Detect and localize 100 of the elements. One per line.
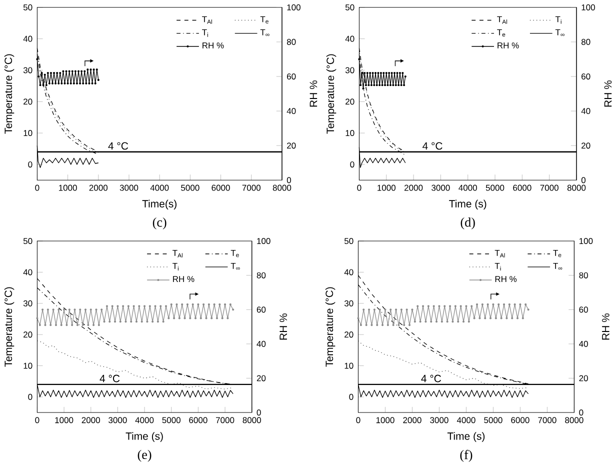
legend-label: T$_{∞}$ — [555, 29, 564, 36]
y2-tick-label: 40 — [286, 108, 296, 114]
x-tick-label: 4000 — [135, 417, 154, 424]
legend-label: T$_{∞}$ — [230, 262, 240, 270]
y-tick-label: 0 — [350, 161, 354, 168]
y2-tick-label: 100 — [257, 238, 270, 244]
legend-label: T$_{∞}$ — [553, 262, 562, 270]
y2-tick-label: 80 — [256, 272, 266, 278]
x-tick-label: 3000 — [432, 184, 450, 191]
y-tick-label: 10 — [346, 130, 354, 136]
legend-label: T$_{Al}$ — [497, 16, 508, 24]
y-tick-label: 30 — [23, 67, 32, 74]
y2-tick-label: 0 — [581, 177, 586, 184]
x-tick-label: 4000 — [458, 184, 477, 191]
x-axis-title: Time (s) — [449, 200, 486, 210]
text: (f) — [460, 450, 472, 462]
y2-tick-label: 100 — [287, 4, 300, 10]
y-tick-label: 20 — [24, 331, 32, 338]
x-tick-label: 3000 — [120, 184, 138, 191]
y2-tick-label: 80 — [579, 272, 588, 278]
y2-tick-label: 60 — [582, 73, 590, 80]
y2-tick-label: 20 — [582, 142, 590, 149]
x-tick-label: 2000 — [82, 417, 100, 424]
text: (d) — [460, 217, 475, 230]
legend-label: RH % — [202, 42, 224, 48]
x-tick-label: 5000 — [486, 184, 504, 191]
legend-label: T$_{i}$ — [555, 16, 562, 24]
y2-tick-label: 40 — [579, 340, 588, 347]
y-tick-label: 30 — [345, 67, 354, 74]
legend-label: T$_{e}$ — [497, 29, 506, 36]
x-tick-label: 2000 — [403, 417, 422, 424]
x-tick-label: 1000 — [55, 417, 74, 424]
ref-line-label: 4 °C — [108, 142, 128, 150]
text: (e) — [138, 450, 152, 462]
legend-label: RH % — [498, 42, 519, 48]
y-tick-label: 50 — [344, 238, 354, 244]
y2-tick-label: 60 — [579, 306, 588, 313]
y-tick-label: 30 — [23, 300, 32, 306]
y-tick-label: 40 — [23, 36, 32, 42]
y-tick-label: 50 — [23, 4, 32, 10]
x-tick-label: 8000 — [567, 184, 586, 191]
y-tick-label: 40 — [345, 36, 354, 42]
y2-tick-label: 80 — [581, 38, 590, 45]
y2-tick-label: 0 — [286, 177, 292, 184]
x-tick-label: 3000 — [108, 417, 127, 424]
legend-label: T$_{∞}$ — [260, 29, 270, 36]
ref-line-label: 4 °C — [100, 374, 120, 382]
y2-axis-title: RH % — [604, 80, 612, 106]
legend-label: T$_{e}$ — [260, 16, 268, 24]
legend-label: T$_{i}$ — [202, 29, 208, 37]
x-tick-label: 0 — [356, 417, 360, 424]
x-tick-label: 7000 — [242, 184, 261, 191]
x-tick-label: 1000 — [58, 184, 77, 191]
y-tick-label: 20 — [344, 331, 354, 338]
y2-tick-label: 60 — [287, 73, 296, 80]
x-tick-label: 8000 — [272, 184, 292, 191]
legend-label: T$_{e}$ — [553, 250, 562, 258]
legend-label: T$_{i}$ — [494, 262, 501, 270]
x-tick-label: 0 — [35, 184, 40, 191]
y-tick-label: 20 — [24, 98, 32, 105]
legend-label: T$_{Al}$ — [172, 250, 182, 258]
x-tick-label: 6000 — [189, 417, 208, 424]
x-tick-label: 6000 — [212, 184, 230, 191]
y2-tick-label: 0 — [256, 409, 261, 416]
y-axis-title: Temperature (°C) — [4, 54, 14, 134]
x-tick-label: 7000 — [540, 184, 558, 191]
y-tick-label: 30 — [344, 300, 354, 306]
legend-label: T$_{Al}$ — [494, 250, 505, 258]
y2-tick-label: 100 — [579, 238, 593, 244]
x-tick-label: 0 — [357, 184, 362, 191]
y2-axis-title: RH % — [280, 313, 288, 340]
x-tick-label: 0 — [35, 417, 40, 424]
legend-label: RH % — [495, 276, 517, 282]
legend-label: RH % — [173, 276, 194, 282]
x-axis-title: Time (s) — [447, 432, 485, 442]
y2-tick-label: 20 — [256, 375, 266, 382]
x-tick-label: 6000 — [513, 184, 532, 191]
x-tick-label: 7000 — [538, 417, 556, 424]
y2-tick-label: 0 — [579, 409, 584, 416]
y-tick-label: 0 — [349, 394, 354, 400]
x-axis-title: Time (s) — [126, 432, 163, 442]
ref-line-label: 4 °C — [422, 142, 442, 150]
y-axis-title: Temperature (°C) — [325, 287, 336, 367]
y2-tick-label: 40 — [581, 108, 590, 114]
y-tick-label: 0 — [28, 161, 32, 168]
x-tick-label: 5000 — [484, 417, 502, 424]
y-tick-label: 10 — [24, 130, 32, 136]
ref-line-label: 4 °C — [421, 374, 442, 382]
y2-tick-label: 20 — [579, 375, 588, 382]
legend-label: T$_{i}$ — [172, 262, 178, 270]
y-axis-title: Temperature (°C) — [326, 54, 336, 134]
x-axis-title: Time(s) — [142, 200, 176, 210]
x-tick-label: 2000 — [89, 184, 108, 191]
x-tick-label: 1000 — [376, 417, 394, 424]
y-tick-label: 50 — [345, 4, 354, 10]
x-tick-label: 2000 — [404, 184, 423, 191]
y-tick-label: 40 — [344, 269, 354, 276]
x-tick-label: 6000 — [511, 417, 530, 424]
x-tick-label: 7000 — [216, 417, 234, 424]
legend-label: T$_{Al}$ — [202, 16, 212, 24]
